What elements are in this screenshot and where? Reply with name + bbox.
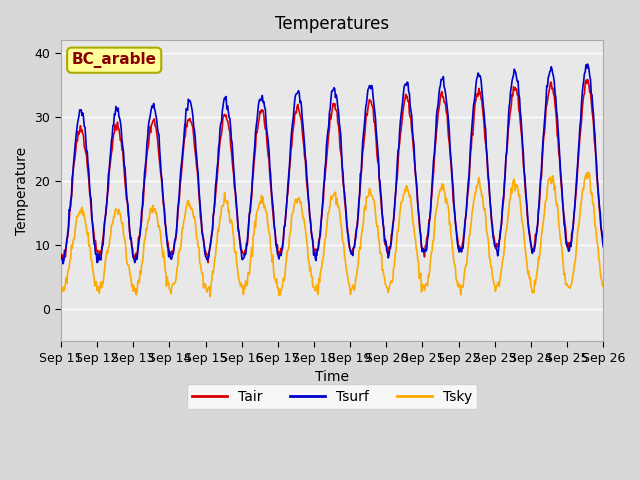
Text: BC_arable: BC_arable <box>72 52 157 68</box>
Title: Temperatures: Temperatures <box>275 15 389 33</box>
Legend: Tair, Tsurf, Tsky: Tair, Tsurf, Tsky <box>187 384 477 409</box>
Y-axis label: Temperature: Temperature <box>15 146 29 235</box>
X-axis label: Time: Time <box>315 370 349 384</box>
